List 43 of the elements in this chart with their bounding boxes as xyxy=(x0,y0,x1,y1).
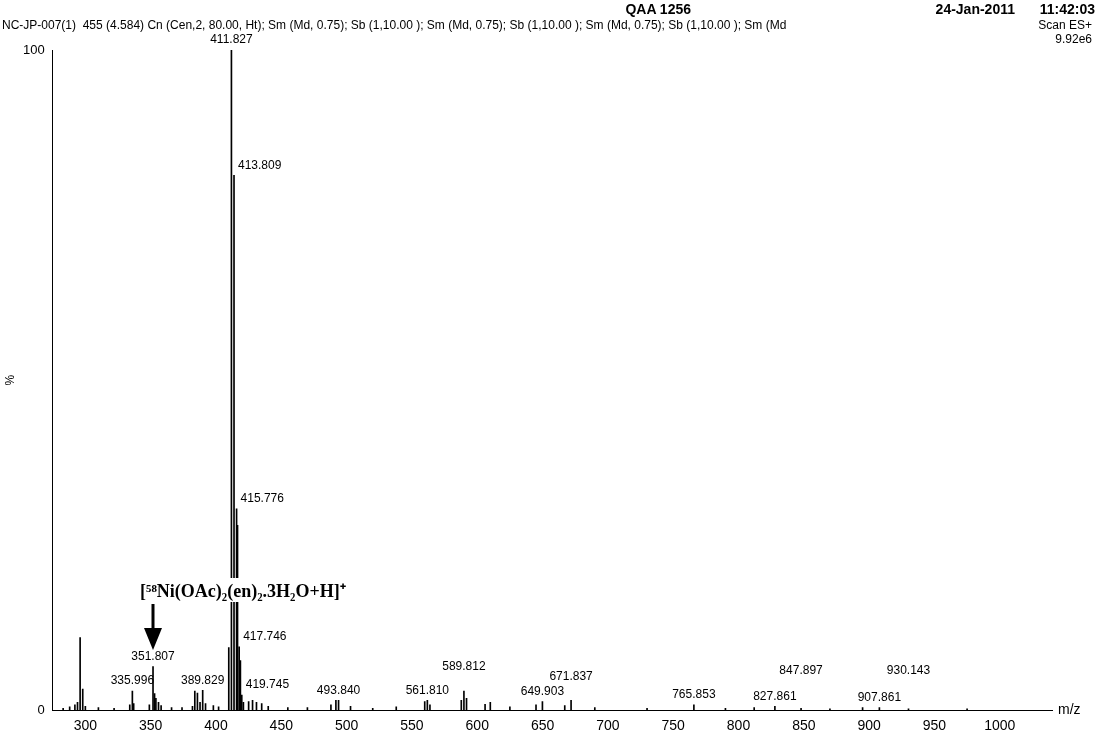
annotation: [⁵⁸Ni(OAc)₂(en)₂.3H₂O+H]⁺ xyxy=(140,581,346,602)
x-tick-label: 350 xyxy=(138,717,163,734)
x-tick-label: 850 xyxy=(792,717,816,734)
x-tick-label: 1000 xyxy=(984,717,1016,734)
annotation: 413.809 xyxy=(238,157,282,172)
annotation: 417.746 xyxy=(243,629,287,644)
annotation: 561.810 xyxy=(405,682,450,697)
x-tick-label: 650 xyxy=(530,717,555,734)
x-tick-label: 950 xyxy=(922,717,947,734)
annotation: 671.837 xyxy=(549,668,594,683)
annotation: 389.829 xyxy=(181,672,225,687)
annotation: 415.776 xyxy=(240,491,285,506)
x-tick-label: 550 xyxy=(400,717,424,734)
annotation: 765.853 xyxy=(672,687,716,702)
annotation: 930.143 xyxy=(886,663,931,678)
x-tick-label: 750 xyxy=(661,717,686,734)
x-tick-label: 700 xyxy=(596,717,620,734)
text: 24-Jan-2011 xyxy=(935,1,1016,17)
annotation: 411.827 xyxy=(210,32,253,47)
x-tick-label: 450 xyxy=(269,717,294,734)
x-axis-title: m/z xyxy=(1058,701,1081,718)
y-tick-label: 100 xyxy=(22,41,45,57)
annotation: 649.903 xyxy=(520,683,565,698)
text: Scan ES+ xyxy=(1038,18,1092,32)
y-tick-label: 0 xyxy=(37,701,45,717)
x-tick-label: 500 xyxy=(334,717,359,734)
text: 9.92e6 xyxy=(1055,32,1093,46)
annotation: 351.807 xyxy=(131,648,176,663)
y-axis-title: % xyxy=(3,374,17,386)
annotation: 493.840 xyxy=(316,682,361,697)
annotation: 589.812 xyxy=(442,659,486,674)
chart-title: QAA 1256 xyxy=(625,1,692,17)
annotation: 907.861 xyxy=(857,689,902,704)
x-tick-label: 600 xyxy=(465,717,490,734)
chart-subtitle: NC-JP-007(1) 455 (4.584) Cn (Cen,2, 80.00, Ht); Sm (Md, 0.75); Sb (1,10.00 ); Sm (Md, 0.75); Sb (1,10.00 ); Sm (Md, 0.75); Sb (1,10.00 ); Sm (Md xyxy=(2,18,787,32)
x-tick-label: 900 xyxy=(857,717,882,734)
annotation: 847.897 xyxy=(779,662,824,677)
x-tick-label: 400 xyxy=(204,717,228,734)
x-tick-label: 800 xyxy=(726,717,751,734)
annotation: 827.861 xyxy=(753,688,797,703)
x-tick-label: 300 xyxy=(73,717,98,734)
annotation: 419.745 xyxy=(245,677,290,692)
text: 11:42:03 xyxy=(1039,1,1096,17)
